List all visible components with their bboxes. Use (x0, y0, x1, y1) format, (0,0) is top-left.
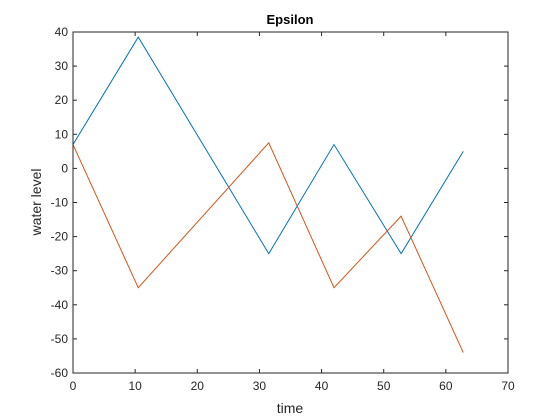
plot-area (73, 32, 508, 373)
x-axis-label: time (277, 400, 304, 416)
y-tick-label: 20 (55, 93, 69, 107)
y-tick-label: -60 (51, 366, 69, 380)
y-tick-label: -40 (51, 298, 69, 312)
y-tick-label: 40 (55, 25, 69, 39)
series-line-2 (72, 141, 464, 353)
y-tick-label: 0 (61, 161, 68, 175)
y-tick-label: 10 (55, 127, 69, 141)
x-tick-label: 30 (253, 379, 267, 393)
y-tick-label: -20 (51, 230, 69, 244)
y-tick-label: 30 (55, 59, 69, 73)
y-tick-label: -50 (51, 332, 69, 346)
series-line-1 (72, 36, 464, 255)
series-layer (72, 36, 464, 353)
x-tick-label: 70 (501, 379, 515, 393)
y-axis-label: water level (28, 169, 44, 237)
y-tick-label: -30 (51, 264, 69, 278)
x-tick-label: 10 (128, 379, 142, 393)
chart-title: Epsilon (267, 12, 314, 27)
x-tick-label: 20 (191, 379, 205, 393)
x-tick-label: 40 (315, 379, 329, 393)
x-tick-label: 50 (377, 379, 391, 393)
axes-layer: 0 10 20 30 40 50 60 70 40 30 20 10 0 -10 -20 -30 -40 -50 -… (51, 25, 515, 393)
x-tick-label: 60 (439, 379, 453, 393)
y-tick-label: -10 (51, 196, 69, 210)
x-tick-label: 0 (70, 379, 77, 393)
